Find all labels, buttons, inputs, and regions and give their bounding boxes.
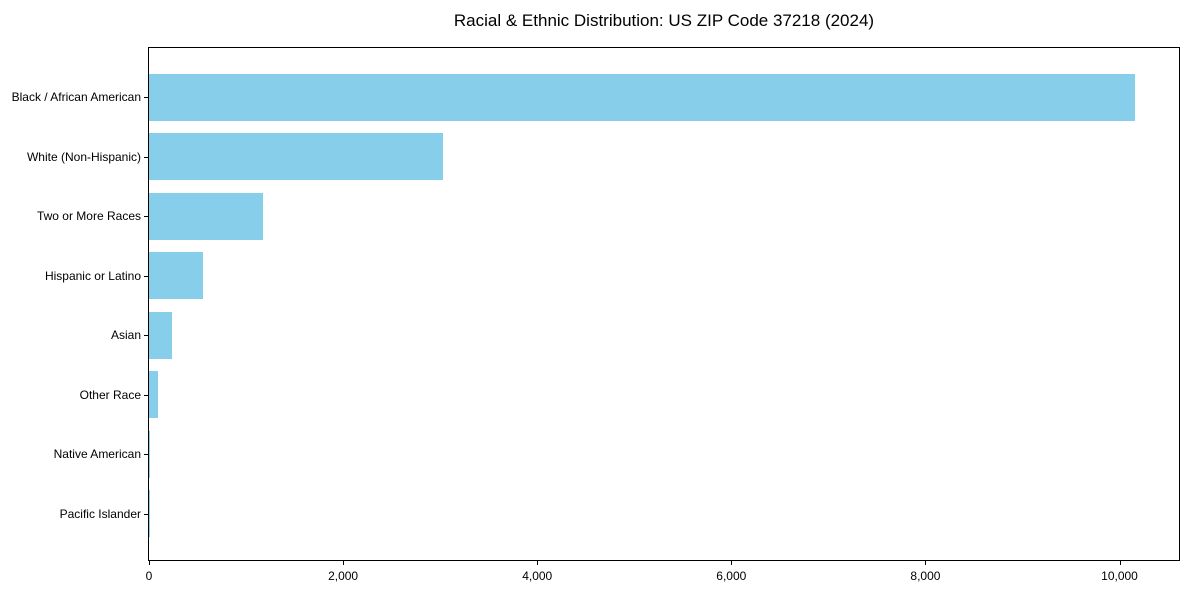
- x-tick-label: 6,000: [716, 569, 747, 583]
- chart-title: Racial & Ethnic Distribution: US ZIP Cod…: [453, 11, 875, 30]
- x-tick-label: 2,000: [328, 569, 359, 583]
- y-tick-label: Pacific Islander: [59, 506, 141, 521]
- x-tick-label: 10,000: [1101, 569, 1138, 583]
- plot-area: [148, 47, 1180, 561]
- y-axis-tick: [144, 394, 148, 396]
- y-axis-tick: [144, 216, 148, 218]
- y-tick-label: Other Race: [79, 387, 141, 402]
- x-tick-label: 0: [145, 569, 153, 583]
- bar: [149, 133, 443, 181]
- bar: [149, 73, 1136, 121]
- y-axis-tick: [144, 454, 148, 456]
- bar: [149, 371, 159, 419]
- y-tick-label: Two or More Races: [36, 209, 141, 224]
- bar: [149, 430, 151, 478]
- x-axis-tick: [1119, 561, 1121, 565]
- y-axis-tick: [144, 335, 148, 337]
- y-tick-label: Native American: [53, 447, 141, 462]
- y-axis-tick: [144, 513, 148, 515]
- x-axis-tick: [343, 561, 345, 565]
- y-tick-label: Asian: [110, 328, 141, 343]
- x-tick-label: 4,000: [522, 569, 553, 583]
- x-axis-tick: [149, 561, 150, 565]
- y-axis-tick: [144, 275, 148, 277]
- y-axis-tick: [144, 97, 148, 98]
- x-axis-tick: [537, 561, 539, 565]
- y-tick-label: Black / African American: [11, 90, 141, 104]
- x-tick-label: 8,000: [910, 569, 941, 583]
- y-tick-label: White (Non-Hispanic): [26, 149, 141, 164]
- x-axis-tick: [731, 561, 733, 565]
- y-tick-label: Hispanic or Latino: [44, 268, 141, 283]
- bar: [149, 252, 203, 300]
- bar: [149, 192, 263, 240]
- x-axis-tick: [925, 561, 927, 565]
- y-axis-tick: [144, 156, 148, 158]
- bar: [149, 311, 172, 359]
